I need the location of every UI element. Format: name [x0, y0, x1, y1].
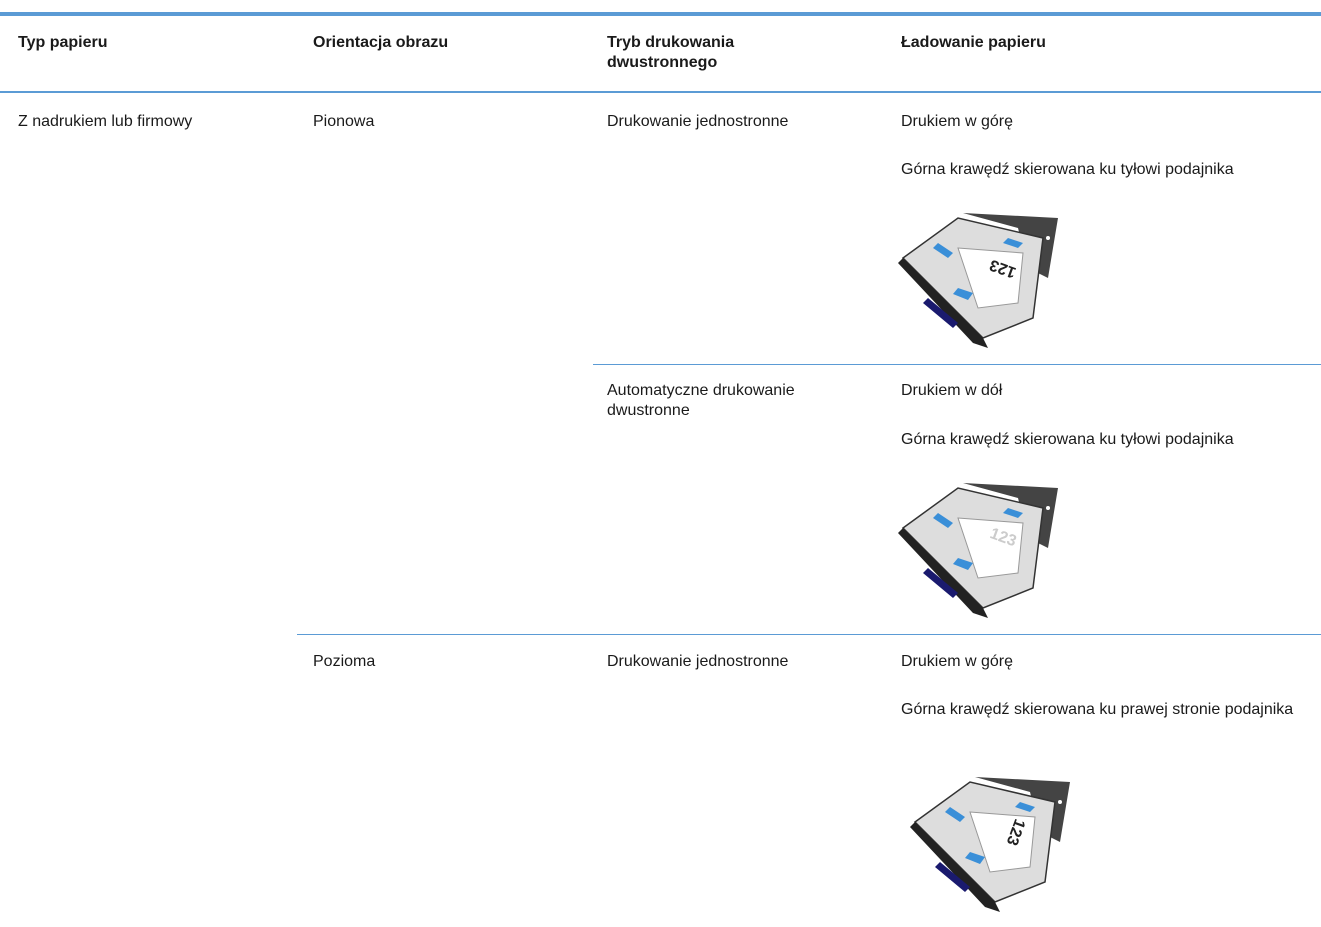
- cell: Drukowanie jednostronne: [607, 653, 789, 670]
- tray-illustration: 123: [898, 483, 1058, 618]
- header-rule: [0, 91, 1321, 93]
- header-cell: Typ papieru: [18, 34, 108, 51]
- row-rule: [593, 364, 1321, 365]
- cell: Drukiem w dół: [901, 382, 1003, 399]
- cell: Automatyczne drukowanie dwustronne: [607, 382, 795, 419]
- cell: Górna krawędź skierowana ku prawej stron…: [901, 701, 1294, 718]
- tray-illustration: 123: [910, 777, 1070, 912]
- cell: Pozioma: [313, 653, 376, 670]
- row-rule: [297, 634, 1321, 635]
- cell: Drukiem w górę: [901, 653, 1014, 670]
- cell: Drukiem w górę: [901, 113, 1014, 130]
- cell: Górna krawędź skierowana ku tyłowi podaj…: [901, 431, 1234, 448]
- cell: Z nadrukiem lub firmowy: [18, 113, 193, 130]
- header-cell: Tryb drukowania dwustronnego: [607, 34, 735, 71]
- tray-illustration: 123: [898, 213, 1058, 348]
- top-rule: [0, 12, 1321, 16]
- header-cell: Orientacja obrazu: [313, 34, 449, 51]
- cell: Górna krawędź skierowana ku tyłowi podaj…: [901, 161, 1234, 178]
- cell: Pionowa: [313, 113, 375, 130]
- header-cell: Ładowanie papieru: [901, 34, 1046, 51]
- cell: Drukowanie jednostronne: [607, 113, 789, 130]
